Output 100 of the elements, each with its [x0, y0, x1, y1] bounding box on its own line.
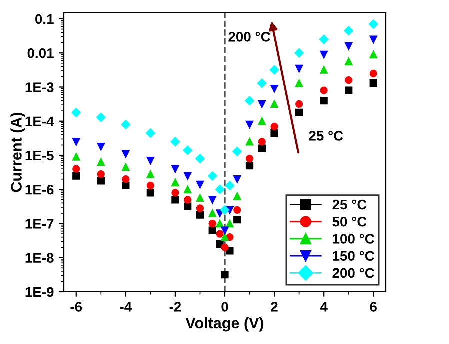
point [258, 138, 266, 146]
point [294, 48, 304, 58]
y-tick-label: 0.01 [28, 48, 54, 58]
point [345, 76, 353, 84]
point [220, 206, 230, 215]
point [208, 196, 216, 204]
point [146, 182, 155, 190]
x-tick-label: -2 [170, 302, 182, 312]
x-tick-label: -6 [70, 302, 82, 312]
point [208, 210, 216, 218]
point [246, 120, 254, 129]
point [72, 165, 80, 173]
point [345, 58, 353, 66]
point [208, 220, 216, 228]
point [234, 206, 242, 214]
legend-label: 50 °C [332, 216, 367, 227]
point [370, 70, 378, 78]
point [320, 86, 328, 94]
y-tick-label: 0.1 [36, 14, 54, 24]
point [221, 244, 229, 252]
point [184, 196, 192, 204]
point [196, 180, 204, 188]
point [221, 234, 229, 242]
point [170, 137, 180, 147]
point [221, 226, 229, 234]
point [196, 211, 204, 219]
x-tick-label: 2 [271, 302, 278, 312]
point [72, 172, 80, 180]
x-tick-label: 6 [370, 302, 377, 312]
point [184, 186, 192, 194]
legend-label: 100 °C [333, 234, 375, 244]
point [370, 36, 378, 44]
point [232, 146, 242, 156]
point [172, 178, 180, 186]
point [216, 230, 224, 238]
point [172, 189, 180, 197]
point [258, 78, 267, 88]
point [258, 100, 266, 108]
x-axis-title: Voltage (V) [186, 317, 264, 332]
point [208, 226, 216, 234]
point [234, 192, 242, 200]
point [270, 129, 278, 138]
y-tick-label: 1E-8 [26, 253, 54, 264]
point [96, 112, 106, 122]
point [370, 50, 378, 59]
point [370, 80, 378, 88]
annotation: 200 °C [228, 32, 270, 42]
legend-label: 25 °C [332, 200, 367, 210]
point [245, 96, 254, 106]
point [172, 165, 180, 173]
point [345, 42, 353, 50]
point [258, 144, 266, 152]
point [97, 177, 105, 185]
point [295, 100, 304, 108]
point [258, 118, 266, 126]
point [270, 85, 278, 93]
point [344, 26, 354, 36]
y-tick-label: 1E-9 [26, 287, 54, 298]
point [246, 138, 254, 146]
annotation: 25 °C [309, 131, 344, 141]
point [270, 100, 278, 108]
point [196, 194, 204, 202]
point [196, 204, 204, 212]
point [234, 216, 242, 224]
point [122, 150, 130, 158]
point [97, 170, 105, 178]
point [221, 270, 229, 279]
point [295, 64, 304, 73]
point [122, 176, 130, 184]
point [146, 189, 155, 197]
y-tick-label: 1E-7 [26, 219, 54, 229]
point [320, 66, 328, 74]
point [246, 162, 254, 170]
x-tick-label: 0 [222, 302, 228, 312]
point [368, 20, 378, 29]
legend-label: 200 °C [332, 268, 375, 278]
point [184, 202, 192, 210]
point [345, 86, 353, 94]
point [146, 156, 155, 165]
point [270, 65, 280, 75]
y-tick-label: 1E-3 [26, 82, 54, 92]
point [319, 34, 329, 44]
point [270, 122, 278, 130]
point [320, 50, 328, 59]
point [72, 153, 80, 161]
point [97, 142, 105, 151]
point [146, 170, 155, 178]
point [225, 181, 235, 190]
x-tick-label: 4 [320, 302, 328, 312]
point [146, 128, 156, 138]
point [295, 108, 304, 116]
point [196, 154, 205, 164]
y-tick-label: 1E-5 [26, 150, 54, 161]
point [295, 80, 304, 88]
y-tick-label: 1E-6 [26, 184, 54, 195]
point [226, 247, 234, 255]
point [122, 164, 130, 172]
point [172, 196, 180, 204]
point [234, 176, 242, 184]
point [72, 108, 82, 118]
